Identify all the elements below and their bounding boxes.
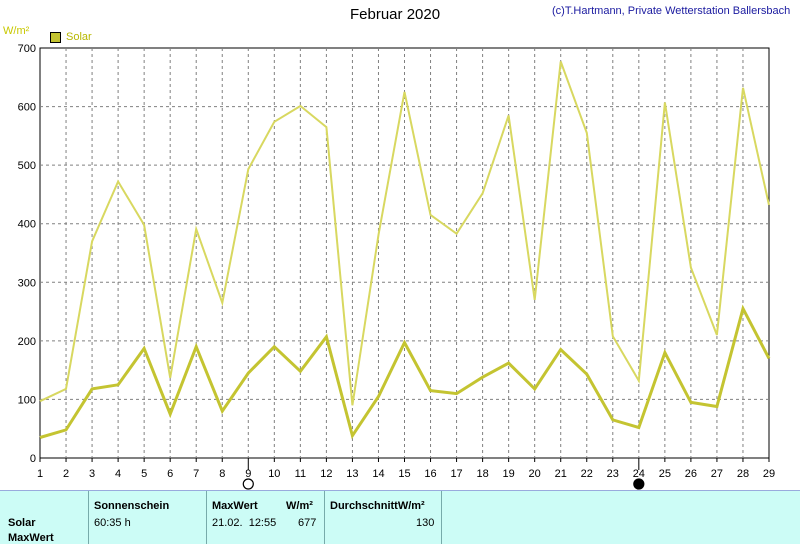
sunshine-header: Sonnenschein xyxy=(94,500,170,512)
sunshine-value: 60:35 h xyxy=(94,517,131,529)
panel-divider xyxy=(441,491,442,544)
x-tick-label: 20 xyxy=(529,468,541,480)
x-tick-label: 26 xyxy=(685,468,697,480)
x-tick-label: 22 xyxy=(581,468,593,480)
x-tick-label: 19 xyxy=(503,468,515,480)
x-tick-label: 21 xyxy=(555,468,567,480)
x-tick-label: 7 xyxy=(193,468,199,480)
max-value: 677 xyxy=(298,517,317,529)
y-tick-label: 200 xyxy=(18,336,36,348)
x-tick-label: 25 xyxy=(659,468,671,480)
x-tick-label: 3 xyxy=(89,468,95,480)
legend-swatch xyxy=(50,31,61,43)
x-tick-label: 2 xyxy=(63,468,69,480)
x-tick-label: 18 xyxy=(476,468,488,480)
y-tick-label: 300 xyxy=(18,277,36,289)
y-axis-unit: W/m² xyxy=(3,25,30,37)
x-tick-label: 12 xyxy=(320,468,332,480)
x-tick-label: 28 xyxy=(737,468,749,480)
y-tick-label: 600 xyxy=(18,102,36,114)
legend: Solar xyxy=(50,31,92,43)
x-tick-label: 29 xyxy=(763,468,775,480)
x-tick-label: 9 xyxy=(245,468,251,480)
row-label-maxwert: MaxWert xyxy=(8,532,54,544)
y-tick-label: 700 xyxy=(18,43,36,55)
y-tick-label: 0 xyxy=(30,453,36,465)
x-tick-label: 1 xyxy=(37,468,43,480)
x-tick-label: 16 xyxy=(424,468,436,480)
row-label-solar: Solar xyxy=(8,517,36,529)
max-datetime: 21.02. 12:55 xyxy=(212,517,277,529)
panel-divider xyxy=(324,491,325,544)
new-moon-icon xyxy=(633,478,645,490)
x-tick-label: 24 xyxy=(633,468,645,480)
avg-header: DurchschnittW/m² xyxy=(330,500,425,512)
summary-panel: Solar MaxWert Sonnenschein 60:35 h MaxWe… xyxy=(0,490,800,544)
max-unit: W/m² xyxy=(286,500,313,512)
y-tick-label: 100 xyxy=(18,394,36,406)
x-tick-label: 14 xyxy=(372,468,384,480)
x-tick-label: 13 xyxy=(346,468,358,480)
panel-divider xyxy=(206,491,207,544)
avg-value: 130 xyxy=(416,517,435,529)
x-tick-label: 23 xyxy=(607,468,619,480)
x-tick-label: 15 xyxy=(398,468,410,480)
copyright-text: (c)T.Hartmann, Private Wetterstation Bal… xyxy=(552,5,791,17)
x-tick-label: 4 xyxy=(115,468,121,480)
x-tick-label: 8 xyxy=(219,468,225,480)
full-moon-icon xyxy=(242,478,254,490)
panel-divider xyxy=(88,491,89,544)
x-tick-label: 5 xyxy=(141,468,147,480)
y-tick-label: 400 xyxy=(18,219,36,231)
x-tick-label: 11 xyxy=(295,468,306,480)
x-tick-label: 6 xyxy=(167,468,173,480)
x-tick-label: 17 xyxy=(450,468,462,480)
max-header: MaxWert xyxy=(212,500,258,512)
series-line-avg xyxy=(39,304,771,440)
y-tick-label: 500 xyxy=(18,160,36,172)
x-tick-label: 27 xyxy=(711,468,723,480)
x-tick-label: 10 xyxy=(268,468,280,480)
series-line-max xyxy=(39,61,770,406)
chart-title: Februar 2020 xyxy=(350,6,441,23)
legend-label: Solar xyxy=(66,31,92,43)
